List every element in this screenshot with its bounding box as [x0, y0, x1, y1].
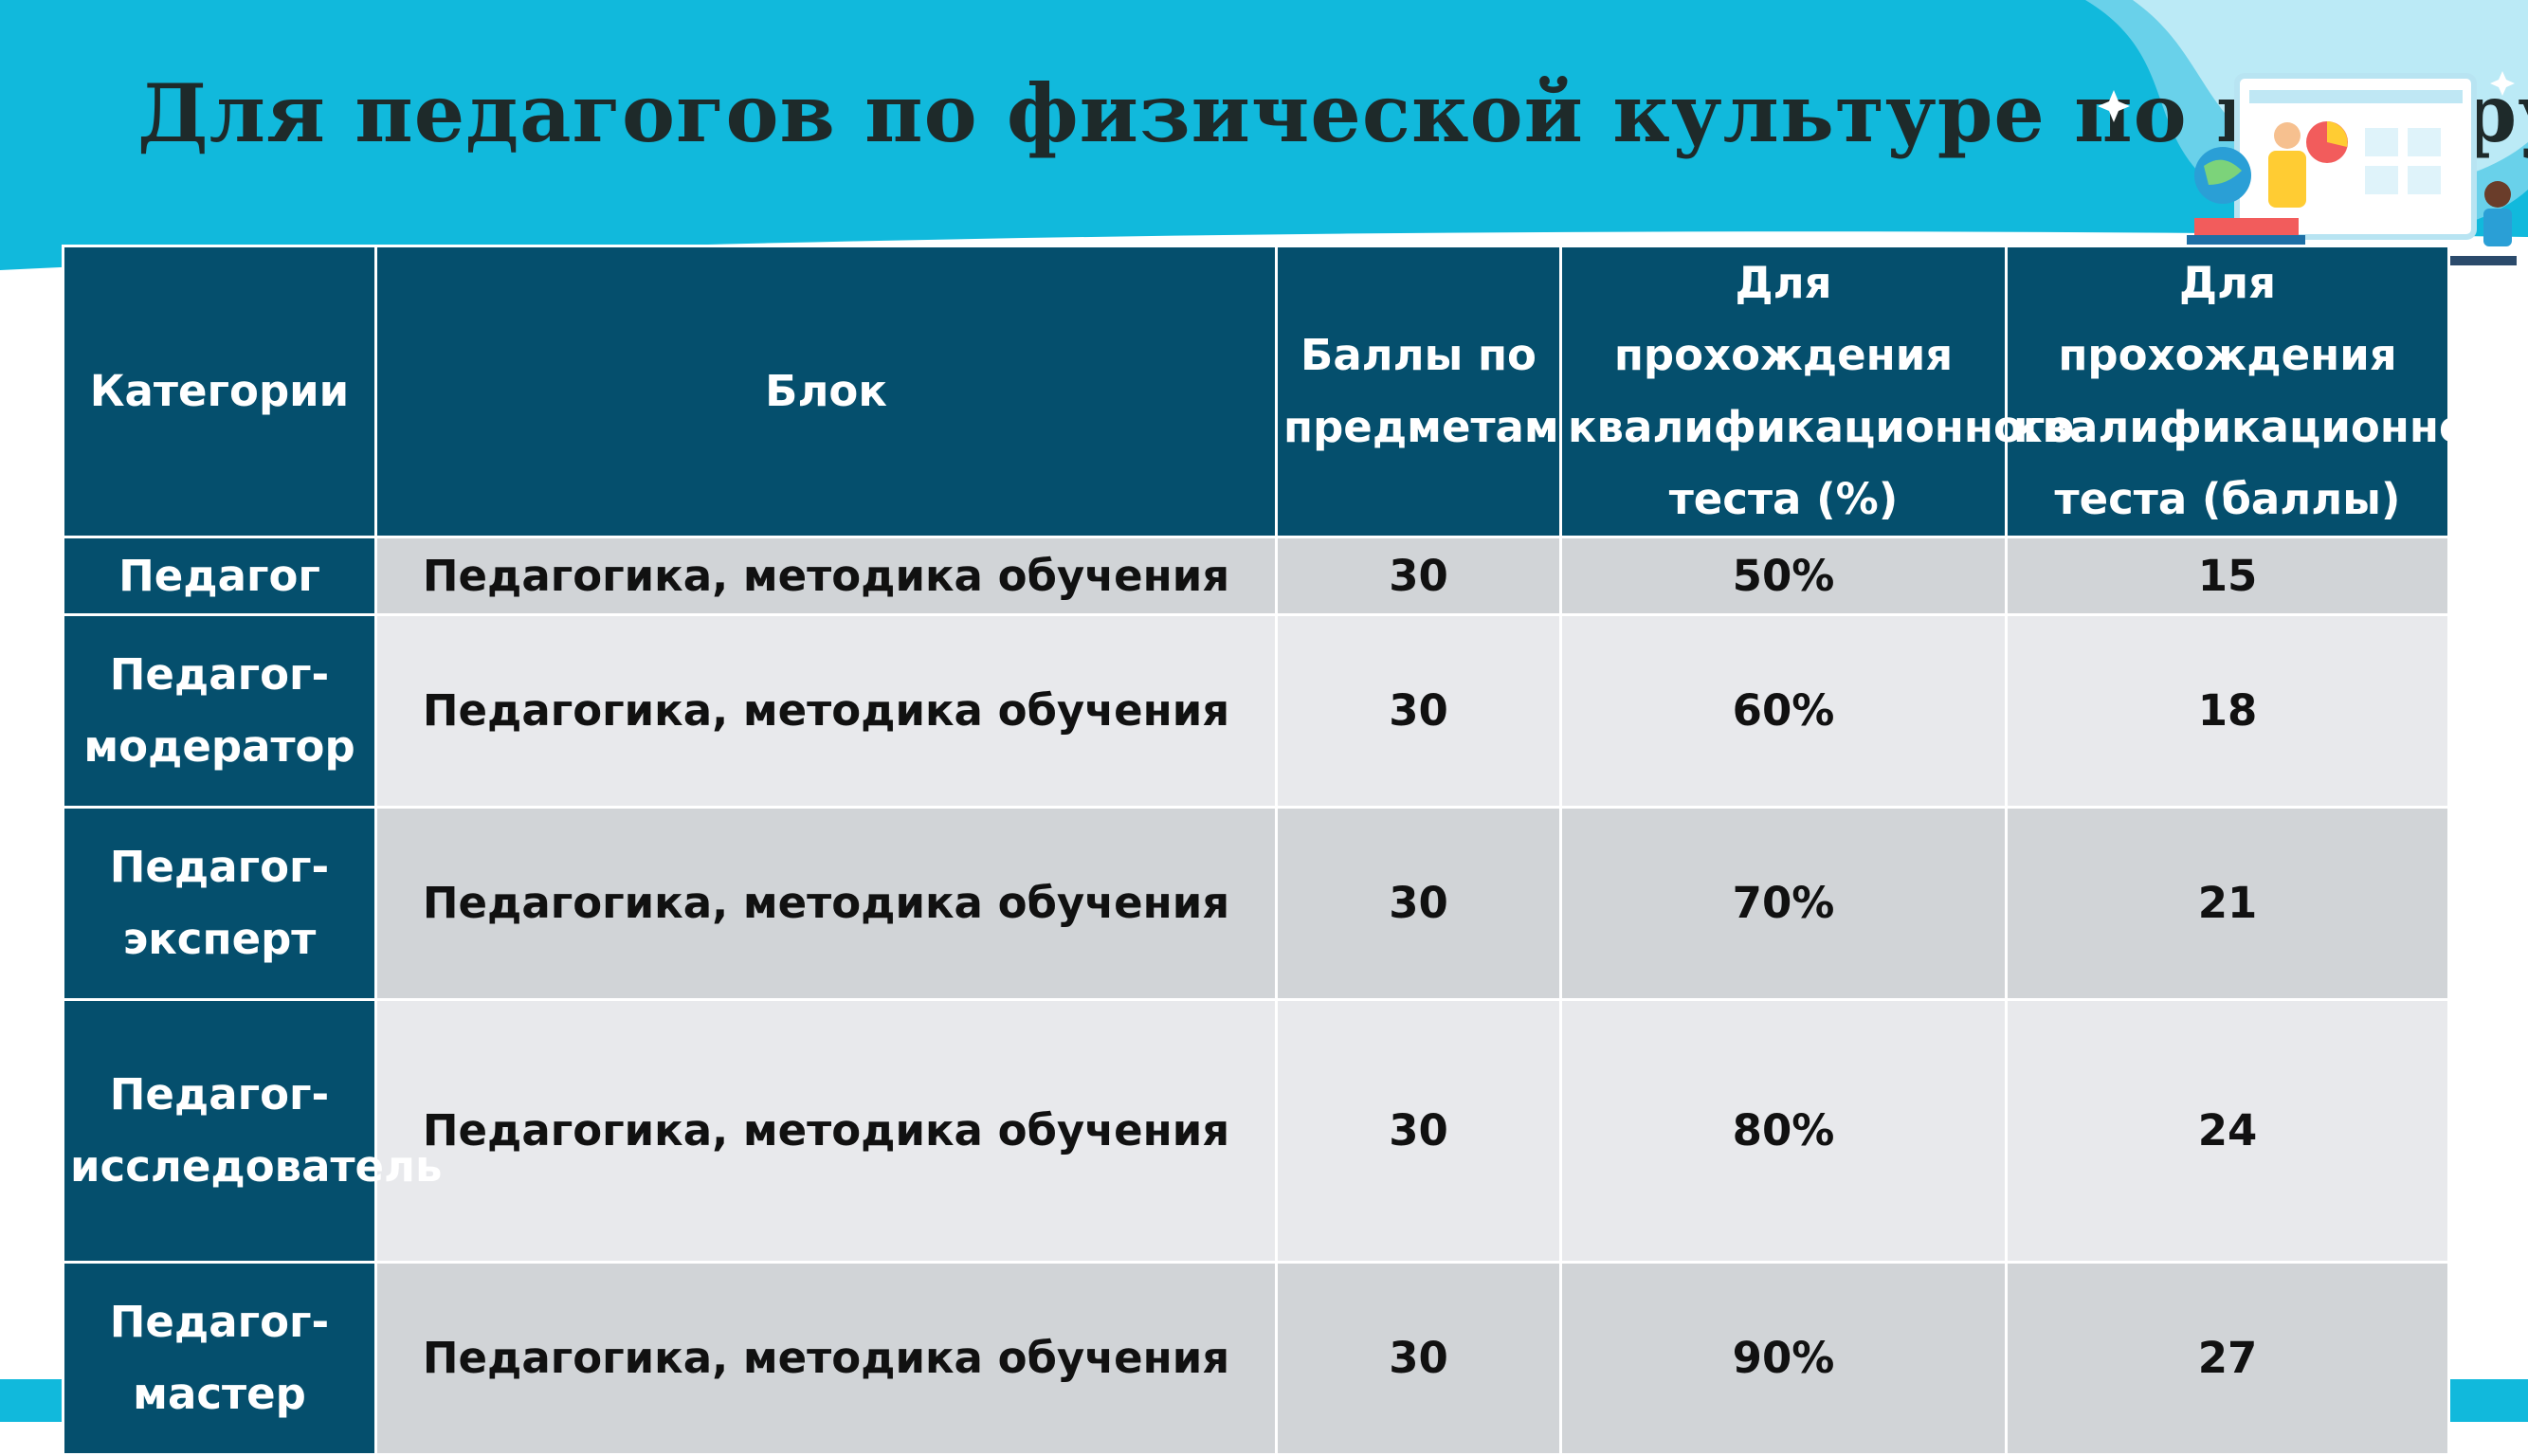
row-score: 15: [2005, 536, 2450, 616]
header-block: Блок: [374, 245, 1278, 538]
row-score: 24: [2005, 998, 2450, 1264]
table-row: Педагог Педагогика, методика обучения 30…: [62, 536, 2450, 616]
row-block: Педагогика, методика обучения: [374, 998, 1278, 1264]
row-block: Педагогика, методика обучения: [374, 806, 1278, 1001]
header-subject-points: Баллы по предметам: [1275, 245, 1562, 538]
header-pass-score: Для прохождения квалификационного теста …: [2005, 245, 2519, 538]
header-pass-percent: Для прохождения квалификационного теста …: [1559, 245, 2074, 538]
row-category: Педагог-исследователь: [62, 998, 442, 1264]
row-block: Педагогика, методика обучения: [374, 536, 1278, 616]
row-points: 30: [1275, 613, 1562, 809]
row-points: 30: [1275, 806, 1562, 1001]
table-row: Педагог-мастер Педагогика, методика обуч…: [62, 1261, 2450, 1456]
row-category: Педагог-мастер: [62, 1261, 377, 1456]
row-points: 30: [1275, 536, 1562, 616]
row-percent: 60%: [1559, 613, 2008, 809]
row-percent: 80%: [1559, 998, 2008, 1264]
row-block: Педагогика, методика обучения: [374, 613, 1278, 809]
row-points: 30: [1275, 1261, 1562, 1456]
row-percent: 50%: [1559, 536, 2008, 616]
row-score: 27: [2005, 1261, 2450, 1456]
row-percent: 70%: [1559, 806, 2008, 1001]
row-score: 21: [2005, 806, 2450, 1001]
table-row: Педагог-модератор Педагогика, методика о…: [62, 613, 2450, 809]
row-category: Педагог: [62, 536, 377, 616]
page-title: Для педагогов по физической культуре по …: [137, 66, 2528, 160]
table-header-row: Категории Блок Баллы по предметам Для пр…: [62, 245, 2519, 538]
qualification-table: Категории Блок Баллы по предметам Для пр…: [62, 245, 2519, 1456]
row-percent: 90%: [1559, 1261, 2008, 1456]
row-score: 18: [2005, 613, 2450, 809]
table-row: Педагог-эксперт Педагогика, методика обу…: [62, 806, 2450, 1001]
table-row: Педагог-исследователь Педагогика, методи…: [62, 998, 2450, 1264]
row-category: Педагог-модератор: [62, 613, 377, 809]
row-block: Педагогика, методика обучения: [374, 1261, 1278, 1456]
row-category: Педагог-эксперт: [62, 806, 377, 1001]
header-category: Категории: [62, 245, 377, 538]
row-points: 30: [1275, 998, 1562, 1264]
